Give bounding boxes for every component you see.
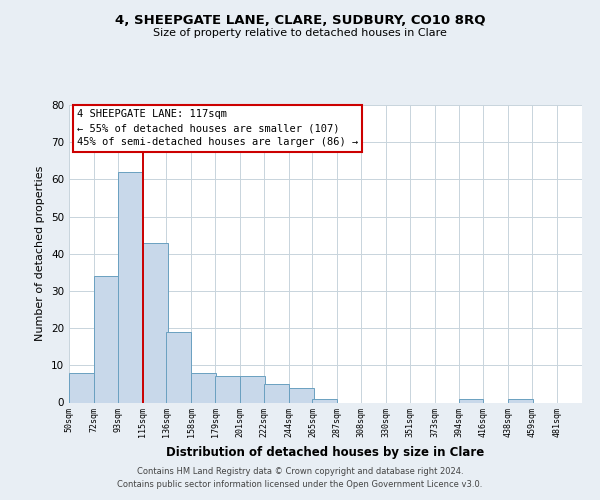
Bar [215, 376, 240, 402]
Bar [313, 399, 337, 402]
Bar [264, 384, 289, 402]
Bar [458, 399, 484, 402]
Text: Size of property relative to detached houses in Clare: Size of property relative to detached ho… [153, 28, 447, 38]
Text: 4, SHEEPGATE LANE, CLARE, SUDBURY, CO10 8RQ: 4, SHEEPGATE LANE, CLARE, SUDBURY, CO10 … [115, 14, 485, 27]
Text: Contains HM Land Registry data © Crown copyright and database right 2024.: Contains HM Land Registry data © Crown c… [137, 467, 463, 476]
Text: 4 SHEEPGATE LANE: 117sqm
← 55% of detached houses are smaller (107)
45% of semi-: 4 SHEEPGATE LANE: 117sqm ← 55% of detach… [77, 110, 358, 148]
Y-axis label: Number of detached properties: Number of detached properties [35, 166, 46, 342]
Text: Contains public sector information licensed under the Open Government Licence v3: Contains public sector information licen… [118, 480, 482, 489]
Bar [143, 242, 167, 402]
Bar [166, 332, 191, 402]
Bar [508, 399, 533, 402]
Bar [94, 276, 119, 402]
Bar [118, 172, 143, 402]
Bar [289, 388, 314, 402]
Bar [191, 373, 216, 402]
Bar [69, 373, 94, 402]
Bar [240, 376, 265, 402]
X-axis label: Distribution of detached houses by size in Clare: Distribution of detached houses by size … [166, 446, 485, 458]
